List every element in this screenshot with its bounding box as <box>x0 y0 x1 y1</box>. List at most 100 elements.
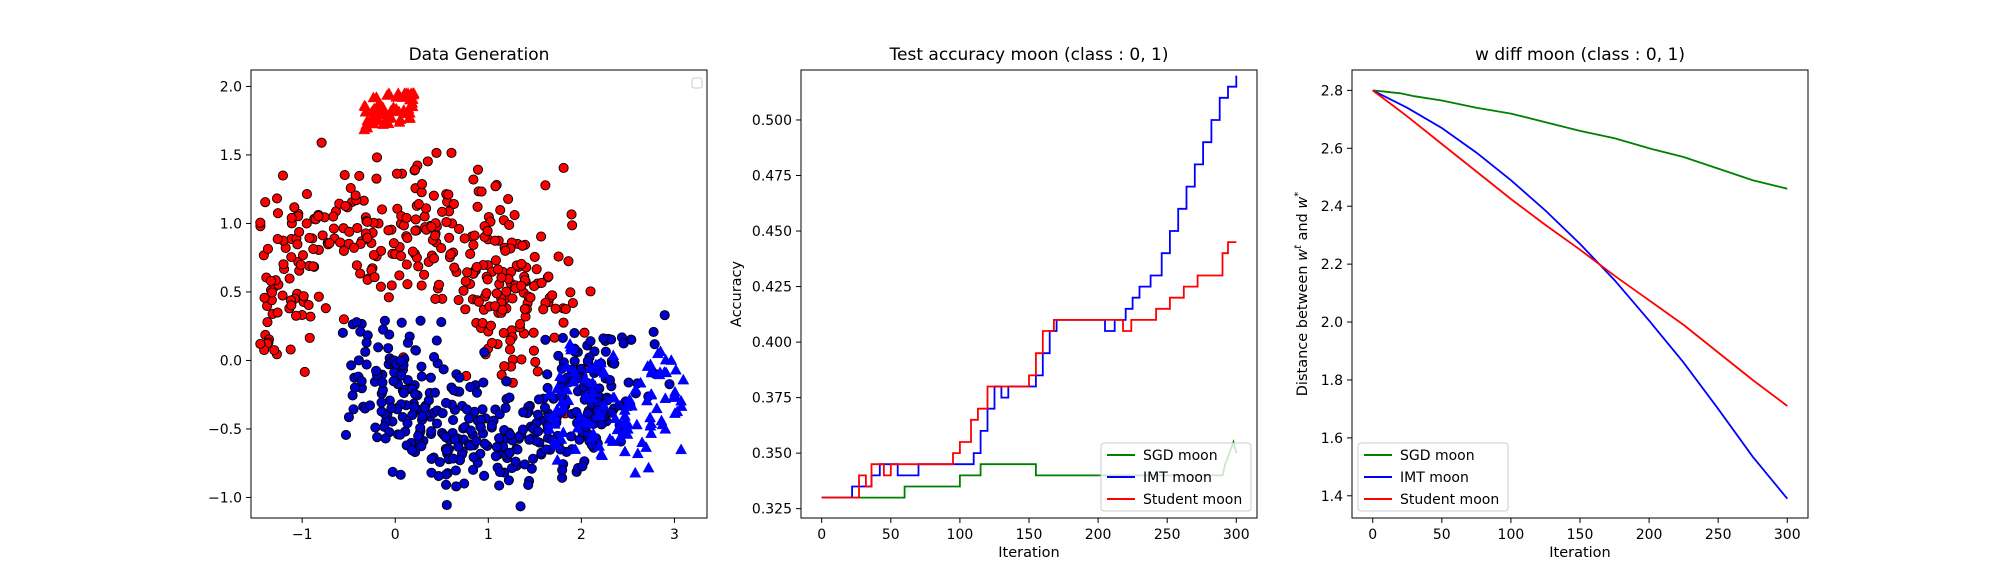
red-circle-point <box>485 320 497 331</box>
red-circle-point <box>477 318 488 329</box>
wdiff-legend-frame <box>1357 442 1509 512</box>
blue-triangle-point <box>644 358 657 370</box>
red-circle-point <box>482 274 493 285</box>
red-triangle-point <box>403 112 415 123</box>
y-tick-label: 0.425 <box>752 280 792 296</box>
blue-triangle-point <box>574 410 587 421</box>
blue-circle-point <box>441 499 452 511</box>
x-tick-label: 0 <box>817 527 826 543</box>
red-circle-point <box>277 290 288 301</box>
blue-circle-point <box>428 352 440 363</box>
x-tick-label: 250 <box>1705 527 1732 543</box>
x-tick-label: 250 <box>1154 527 1181 543</box>
blue-triangle-point <box>543 423 556 434</box>
red-circle-point <box>459 233 470 244</box>
x-tick-label: 100 <box>1498 527 1525 543</box>
blue-circle-point <box>533 426 544 437</box>
red-circle-point <box>468 174 479 185</box>
blue-triangle-point <box>561 360 573 372</box>
scatter-legend-box <box>691 77 703 89</box>
blue-circle-point <box>440 397 452 408</box>
y-tick-label: 0.350 <box>752 446 792 462</box>
blue-circle-point <box>364 400 376 411</box>
blue-circle-point <box>557 464 568 476</box>
blue-circle-point <box>438 364 449 375</box>
blue-circle-point <box>402 337 413 348</box>
blue-circle-point <box>649 339 660 350</box>
blue-circle-point <box>395 355 406 366</box>
blue-circle-point <box>383 343 394 354</box>
red-circle-point <box>500 245 511 256</box>
red-circle-point <box>320 303 331 314</box>
blue-triangle-point <box>606 435 619 446</box>
blue-circle-point <box>426 453 437 464</box>
red-circle-point <box>441 217 452 228</box>
y-tick-label: 0.400 <box>752 335 792 351</box>
red-circle-point <box>504 344 516 355</box>
blue-circle-point <box>448 453 459 464</box>
red-circle-point <box>259 292 270 303</box>
red-circle-point <box>265 275 276 287</box>
wdiff-legend-label-student: Student moon <box>1400 492 1499 508</box>
red-circle-point <box>286 300 297 311</box>
red-circle-point <box>375 281 386 292</box>
blue-circle-point <box>524 434 535 445</box>
blue-triangle-point <box>609 412 622 424</box>
red-circle-point <box>299 366 310 378</box>
blue-circle-point <box>387 466 398 477</box>
red-circle-point <box>443 189 454 200</box>
blue-circle-point <box>494 467 506 478</box>
blue-triangle-point <box>607 391 619 403</box>
red-circle-point <box>566 209 577 220</box>
red-circle-point <box>437 206 448 217</box>
blue-triangle-point <box>640 441 653 452</box>
red-circle-point <box>308 261 319 272</box>
blue-circle-point <box>416 441 427 452</box>
red-circle-point <box>413 199 424 210</box>
blue-circle-point <box>618 338 629 349</box>
blue-circle-point <box>410 345 422 356</box>
red-circle-point <box>410 225 421 236</box>
red-circle-point <box>482 225 493 237</box>
red-circle-point <box>386 280 397 291</box>
red-circle-point <box>277 170 289 181</box>
red-circle-point <box>553 251 564 262</box>
red-triangle-point <box>394 113 407 124</box>
blue-circle-point <box>361 337 372 348</box>
red-circle-point <box>362 216 373 227</box>
y-tick-label: 0.5 <box>220 285 242 301</box>
y-tick-label: 2.4 <box>1321 199 1343 215</box>
red-circle-point <box>416 280 427 291</box>
red-circle-point <box>495 205 506 216</box>
y-tick-label: 2.2 <box>1321 257 1343 273</box>
blue-triangle-point <box>618 445 631 457</box>
red-circle-point <box>272 234 283 245</box>
blue-circle-point <box>402 418 413 429</box>
blue-triangle-point <box>669 363 682 375</box>
red-circle-point <box>530 356 541 368</box>
wdiff-ylabel-prefix: Distance between <box>1295 261 1311 396</box>
blue-circle-point <box>623 377 634 388</box>
y-tick-label: 1.5 <box>220 148 242 164</box>
blue-circle-point <box>377 377 388 388</box>
blue-triangle-point <box>544 388 557 399</box>
red-circle-point <box>340 200 351 212</box>
red-circle-point <box>481 288 492 299</box>
red-circle-point <box>519 303 530 315</box>
red-circle-point <box>473 296 484 307</box>
red-circle-point <box>444 232 455 243</box>
blue-circle-point <box>447 415 459 426</box>
y-tick-label: −1.0 <box>208 490 242 506</box>
blue-circle-point <box>477 404 488 415</box>
wdiff-ylabel-mid: and <box>1295 209 1311 246</box>
red-circle-point <box>272 208 284 219</box>
wdiff-ylabel-sup1: t <box>1293 244 1304 249</box>
blue-circle-point <box>425 372 436 383</box>
red-circle-point <box>517 240 528 251</box>
blue-triangle-point <box>677 373 690 385</box>
blue-circle-point <box>518 407 529 418</box>
red-circle-point <box>262 317 273 328</box>
red-triangle-point <box>358 99 371 111</box>
x-tick-label: 0 <box>391 527 400 543</box>
blue-circle-point <box>396 370 407 381</box>
